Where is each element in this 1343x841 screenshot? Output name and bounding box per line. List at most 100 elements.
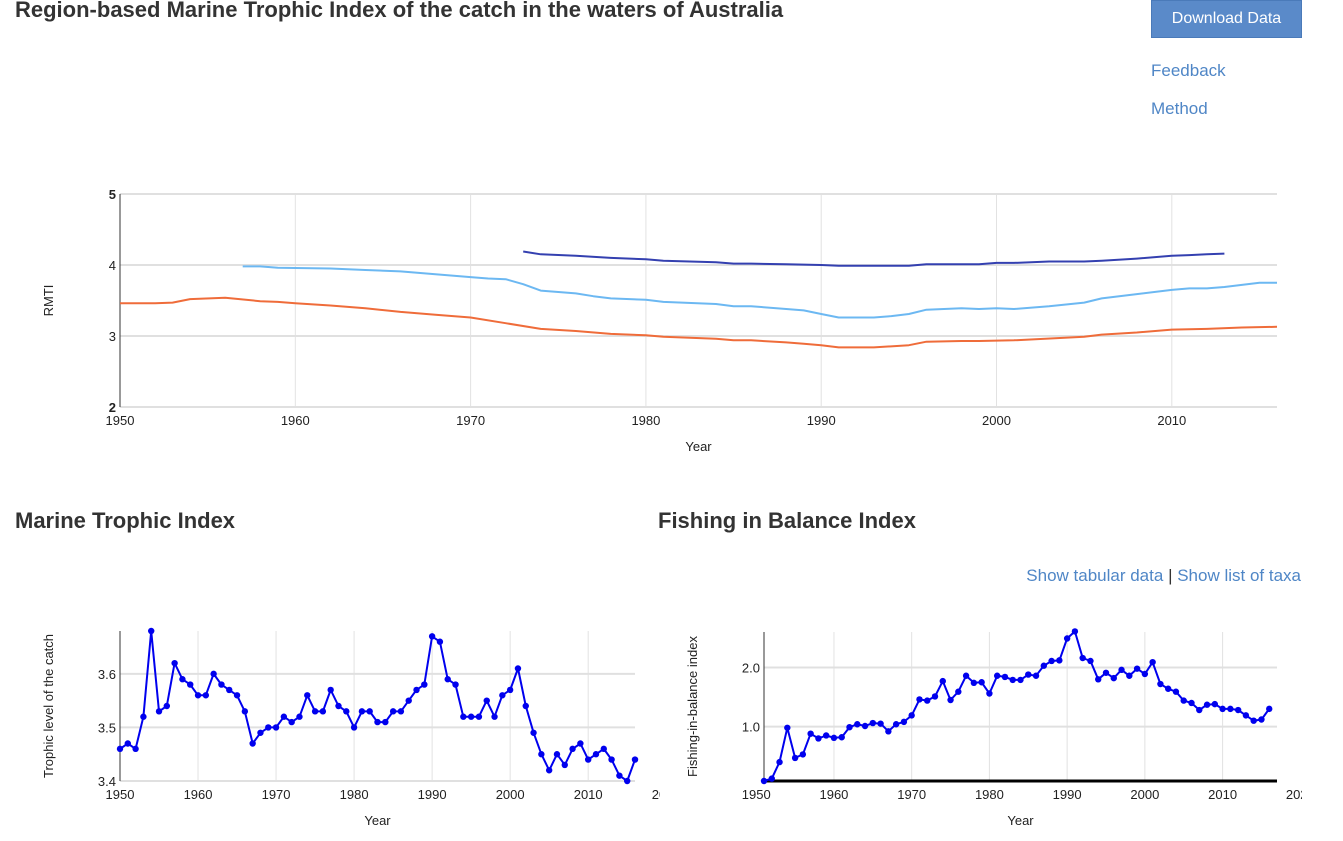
data-point <box>1188 699 1195 707</box>
data-point <box>600 745 607 753</box>
data-point <box>592 751 600 758</box>
data-point <box>1110 674 1117 682</box>
x-tick-label: 1960 <box>819 787 848 802</box>
data-point <box>577 740 584 747</box>
x-tick-label: 2000 <box>982 413 1011 428</box>
data-point <box>280 713 288 720</box>
data-point <box>132 745 139 753</box>
x-tick-label: 1970 <box>262 787 291 802</box>
data-point <box>545 767 553 774</box>
show-list-of-taxa-link[interactable]: Show list of taxa <box>1177 566 1301 585</box>
data-point <box>116 745 124 753</box>
data-point <box>1133 665 1141 672</box>
data-point <box>869 719 877 727</box>
data-point <box>1266 705 1273 713</box>
data-point <box>233 692 241 699</box>
data-point <box>807 730 814 737</box>
data-point <box>916 696 923 703</box>
data-point <box>830 734 838 742</box>
data-point <box>892 721 900 728</box>
data-point <box>366 708 373 715</box>
data-point <box>1001 673 1009 681</box>
data-point <box>179 676 186 683</box>
data-point <box>861 722 869 730</box>
data-point <box>397 708 405 715</box>
data-point <box>1063 635 1071 642</box>
rmti-chart: 1950 1960 1970 1980 1990 2000 2010 2 3 4 5 Year RMTI <box>41 187 1278 454</box>
data-point <box>475 713 483 720</box>
data-point <box>421 681 428 688</box>
data-point <box>900 718 908 726</box>
data-point <box>1025 671 1032 678</box>
x-tick-label: 2010 <box>1208 787 1237 802</box>
data-point <box>947 696 954 704</box>
data-point <box>241 708 249 715</box>
data-point <box>506 686 514 694</box>
data-point <box>931 693 939 700</box>
x-tick-label: 2020 <box>652 787 681 802</box>
data-point <box>257 729 264 736</box>
data-point <box>483 697 490 704</box>
data-point <box>194 692 202 699</box>
x-tick-label: 1970 <box>897 787 926 802</box>
data-point <box>1164 685 1172 692</box>
data-point <box>822 732 830 739</box>
y-tick-label: 1.0 <box>742 720 760 735</box>
data-point <box>1009 676 1016 684</box>
data-point <box>249 740 256 747</box>
data-point <box>514 665 522 672</box>
data-point <box>1032 672 1040 679</box>
feedback-link[interactable]: Feedback <box>1151 61 1226 80</box>
data-point <box>955 688 962 695</box>
data-point <box>846 723 853 731</box>
data-point <box>522 702 529 710</box>
data-point <box>799 751 807 758</box>
series-line-1 <box>120 296 1278 349</box>
data-point <box>405 697 412 704</box>
data-point <box>768 775 775 782</box>
x-tick-label: 2000 <box>1130 787 1159 802</box>
x-axis-label: Year <box>1007 813 1034 828</box>
data-point <box>608 756 615 763</box>
data-point <box>499 692 506 699</box>
data-point <box>1196 706 1203 714</box>
y-tick-label: 3.5 <box>98 720 116 735</box>
data-point <box>1149 658 1156 666</box>
y-tick-label: 3.6 <box>98 667 116 682</box>
data-point <box>1095 676 1102 683</box>
data-point <box>993 672 1001 679</box>
data-point <box>760 777 768 785</box>
method-link[interactable]: Method <box>1151 99 1208 118</box>
data-point <box>1056 657 1063 664</box>
data-point <box>1172 688 1180 695</box>
table-links: Show tabular data | Show list of taxa <box>1026 566 1301 586</box>
data-point <box>155 708 163 715</box>
data-point <box>791 754 799 762</box>
x-axis-label: Year <box>685 439 712 454</box>
data-point <box>265 724 272 731</box>
x-tick-label: 1950 <box>106 413 135 428</box>
data-point <box>1242 712 1250 719</box>
data-point <box>428 633 436 640</box>
x-tick-label: 1960 <box>281 413 310 428</box>
data-point <box>970 679 978 687</box>
data-point <box>553 751 561 758</box>
show-tabular-data-link[interactable]: Show tabular data <box>1026 566 1164 585</box>
data-point <box>319 708 327 715</box>
data-point <box>202 692 210 699</box>
data-point <box>1250 717 1257 724</box>
x-tick-label: 1960 <box>184 787 213 802</box>
data-point <box>854 721 861 728</box>
fib-chart: 1950 1960 1970 1980 1990 2000 2010 2020 1.0 2.0 Ye… <box>685 628 1302 828</box>
data-point <box>1118 666 1125 674</box>
mti-section-title: Marine Trophic Index <box>15 508 236 533</box>
y-tick-label: 3 <box>109 329 116 344</box>
download-data-button[interactable]: Download Data <box>1151 0 1302 38</box>
x-tick-label: 1990 <box>418 787 447 802</box>
series-line-1 <box>119 630 636 782</box>
x-tick-label: 1990 <box>807 413 836 428</box>
data-point <box>304 692 311 699</box>
data-point <box>327 686 334 694</box>
data-point <box>1048 657 1055 665</box>
data-point <box>1087 657 1094 665</box>
